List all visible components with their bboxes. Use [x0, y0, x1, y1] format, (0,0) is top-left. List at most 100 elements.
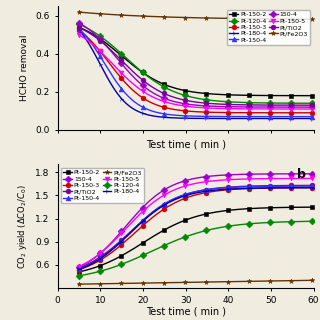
Pt-150-4: [91, 261, 95, 265]
150-4: [77, 265, 81, 269]
Pt-150-5: [77, 265, 81, 268]
Pt/TiO2: [140, 220, 143, 224]
Pt-150-4: [91, 44, 95, 47]
Pt-150-2: [312, 94, 316, 98]
Pt-150-3: [300, 111, 304, 115]
Pt-120-4: [121, 53, 124, 57]
X-axis label: Test time ( min ): Test time ( min ): [146, 307, 226, 317]
Pt-120-4: [86, 27, 90, 31]
150-4: [91, 31, 95, 35]
Pt-180-4: [140, 111, 143, 115]
Pt/Fe2O3: [121, 13, 124, 17]
Pt-150-2: [77, 25, 81, 29]
Pt-150-5: [300, 107, 304, 111]
Pt-120-4: [140, 69, 143, 73]
Pt/Fe2O3: [312, 17, 316, 21]
Pt-150-2: [312, 205, 316, 209]
150-4: [77, 21, 81, 25]
Pt-150-3: [312, 186, 316, 190]
Pt-150-5: [121, 72, 124, 76]
Line: Pt-150-4: Pt-150-4: [76, 26, 316, 119]
Pt-120-4: [77, 22, 81, 26]
Pt-150-4: [292, 115, 295, 118]
Pt-150-5: [300, 177, 304, 180]
Pt-180-4: [91, 49, 95, 53]
Pt-150-4: [312, 115, 316, 118]
Pt/TiO2: [312, 103, 316, 107]
Pt-150-4: [300, 115, 304, 118]
Pt/Fe2O3: [140, 281, 143, 285]
150-4: [121, 63, 124, 67]
Line: Pt-150-4: Pt-150-4: [76, 184, 316, 272]
Pt-150-4: [300, 184, 304, 188]
Pt-150-2: [121, 55, 124, 59]
Pt-150-4: [312, 184, 316, 188]
Pt-180-4: [91, 261, 95, 265]
Pt-120-4: [300, 101, 304, 105]
Legend: Pt-150-2, 150-4, Pt-150-3, Pt/TiO2, Pt-150-4, Pt/Fe2O3, Pt-150-5, Pt-120-4, Pt-1: Pt-150-2, 150-4, Pt-150-3, Pt/TiO2, Pt-1…: [61, 168, 144, 203]
Line: Pt-120-4: Pt-120-4: [76, 219, 316, 278]
Pt/TiO2: [121, 237, 124, 241]
Pt-120-4: [300, 220, 304, 223]
Pt/TiO2: [91, 34, 95, 37]
Y-axis label: HCHO removal: HCHO removal: [20, 35, 29, 101]
Pt/Fe2O3: [91, 11, 95, 15]
Line: Pt/TiO2: Pt/TiO2: [76, 25, 316, 108]
Pt-150-5: [91, 43, 95, 47]
Pt-120-4: [292, 220, 295, 224]
Pt-150-5: [121, 230, 124, 234]
Pt-150-2: [300, 205, 304, 209]
Pt-150-2: [140, 70, 143, 74]
Legend: Pt-150-2, Pt-120-4, Pt-150-3, Pt-180-4, Pt-150-4, 150-4, Pt-150-5, Pt/TiO2, Pt/F: Pt-150-2, Pt-120-4, Pt-150-3, Pt-180-4, …: [227, 10, 310, 45]
Pt/Fe2O3: [292, 17, 295, 21]
Pt-180-4: [300, 186, 304, 190]
150-4: [140, 83, 143, 86]
Pt/TiO2: [86, 30, 90, 34]
Pt-150-4: [86, 37, 90, 41]
Pt-150-3: [91, 262, 95, 266]
Pt/TiO2: [292, 103, 295, 107]
Line: Pt-150-5: Pt-150-5: [76, 176, 316, 269]
Pt/Fe2O3: [300, 17, 304, 21]
Pt-150-5: [140, 88, 143, 92]
Pt/TiO2: [292, 184, 295, 188]
Pt-150-3: [300, 186, 304, 190]
Pt-180-4: [121, 238, 124, 242]
Pt-150-4: [292, 184, 295, 188]
Pt-150-5: [91, 257, 95, 260]
Line: Pt-150-3: Pt-150-3: [76, 28, 316, 115]
Pt-150-2: [91, 32, 95, 36]
Pt-150-3: [86, 264, 90, 268]
Pt-120-4: [91, 271, 95, 275]
Line: Pt/TiO2: Pt/TiO2: [76, 183, 316, 270]
Pt/TiO2: [77, 266, 81, 270]
150-4: [140, 207, 143, 211]
Pt-180-4: [312, 186, 316, 190]
Pt-150-2: [300, 94, 304, 98]
150-4: [91, 257, 95, 261]
Pt/Fe2O3: [121, 282, 124, 285]
Pt-180-4: [300, 116, 304, 120]
Pt/Fe2O3: [300, 278, 304, 282]
Pt-150-4: [140, 105, 143, 108]
Pt/TiO2: [121, 60, 124, 63]
Pt-180-4: [121, 98, 124, 102]
Pt-150-3: [91, 41, 95, 45]
Pt-120-4: [140, 254, 143, 258]
Line: 150-4: 150-4: [76, 171, 316, 270]
150-4: [121, 228, 124, 232]
150-4: [300, 172, 304, 176]
Pt-150-4: [140, 220, 143, 223]
Pt-150-4: [121, 88, 124, 92]
Pt-150-5: [86, 39, 90, 43]
Pt/TiO2: [140, 77, 143, 81]
Y-axis label: CO$_2$ yield ($\Delta$CO$_2$/$C_0$): CO$_2$ yield ($\Delta$CO$_2$/$C_0$): [16, 184, 29, 268]
150-4: [300, 105, 304, 109]
Pt/TiO2: [300, 103, 304, 107]
Pt-180-4: [312, 116, 316, 120]
Line: Pt/Fe2O3: Pt/Fe2O3: [76, 10, 316, 22]
Pt-150-5: [140, 211, 143, 215]
Pt-150-3: [140, 225, 143, 229]
Pt-150-3: [292, 111, 295, 115]
Line: Pt-150-5: Pt-150-5: [76, 32, 316, 111]
